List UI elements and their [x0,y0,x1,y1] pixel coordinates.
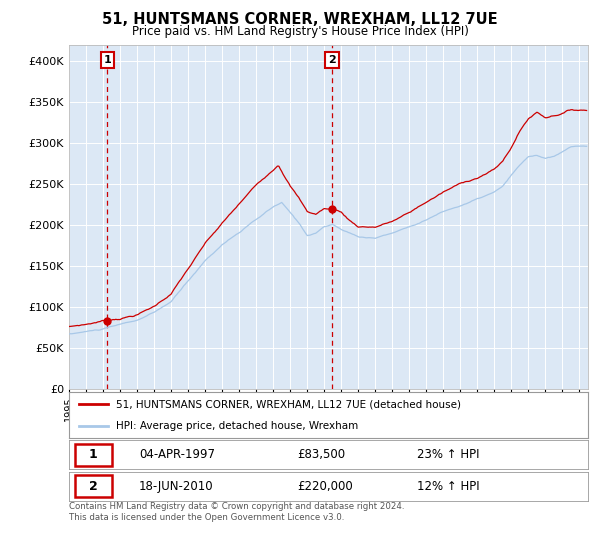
Text: HPI: Average price, detached house, Wrexham: HPI: Average price, detached house, Wrex… [116,421,358,431]
Text: 04-APR-1997: 04-APR-1997 [139,448,215,461]
Text: Price paid vs. HM Land Registry's House Price Index (HPI): Price paid vs. HM Land Registry's House … [131,25,469,38]
Text: 2: 2 [328,55,336,65]
Text: £83,500: £83,500 [298,448,346,461]
Text: Contains HM Land Registry data © Crown copyright and database right 2024.
This d: Contains HM Land Registry data © Crown c… [69,502,404,522]
Text: 12% ↑ HPI: 12% ↑ HPI [417,479,479,493]
Text: 51, HUNTSMANS CORNER, WREXHAM, LL12 7UE: 51, HUNTSMANS CORNER, WREXHAM, LL12 7UE [102,12,498,27]
Text: 2: 2 [89,479,98,493]
Text: £220,000: £220,000 [298,479,353,493]
Text: 23% ↑ HPI: 23% ↑ HPI [417,448,479,461]
Text: 1: 1 [89,448,98,461]
FancyBboxPatch shape [75,444,112,466]
Text: 18-JUN-2010: 18-JUN-2010 [139,479,214,493]
FancyBboxPatch shape [75,475,112,497]
Text: 1: 1 [103,55,111,65]
Text: 51, HUNTSMANS CORNER, WREXHAM, LL12 7UE (detached house): 51, HUNTSMANS CORNER, WREXHAM, LL12 7UE … [116,399,461,409]
